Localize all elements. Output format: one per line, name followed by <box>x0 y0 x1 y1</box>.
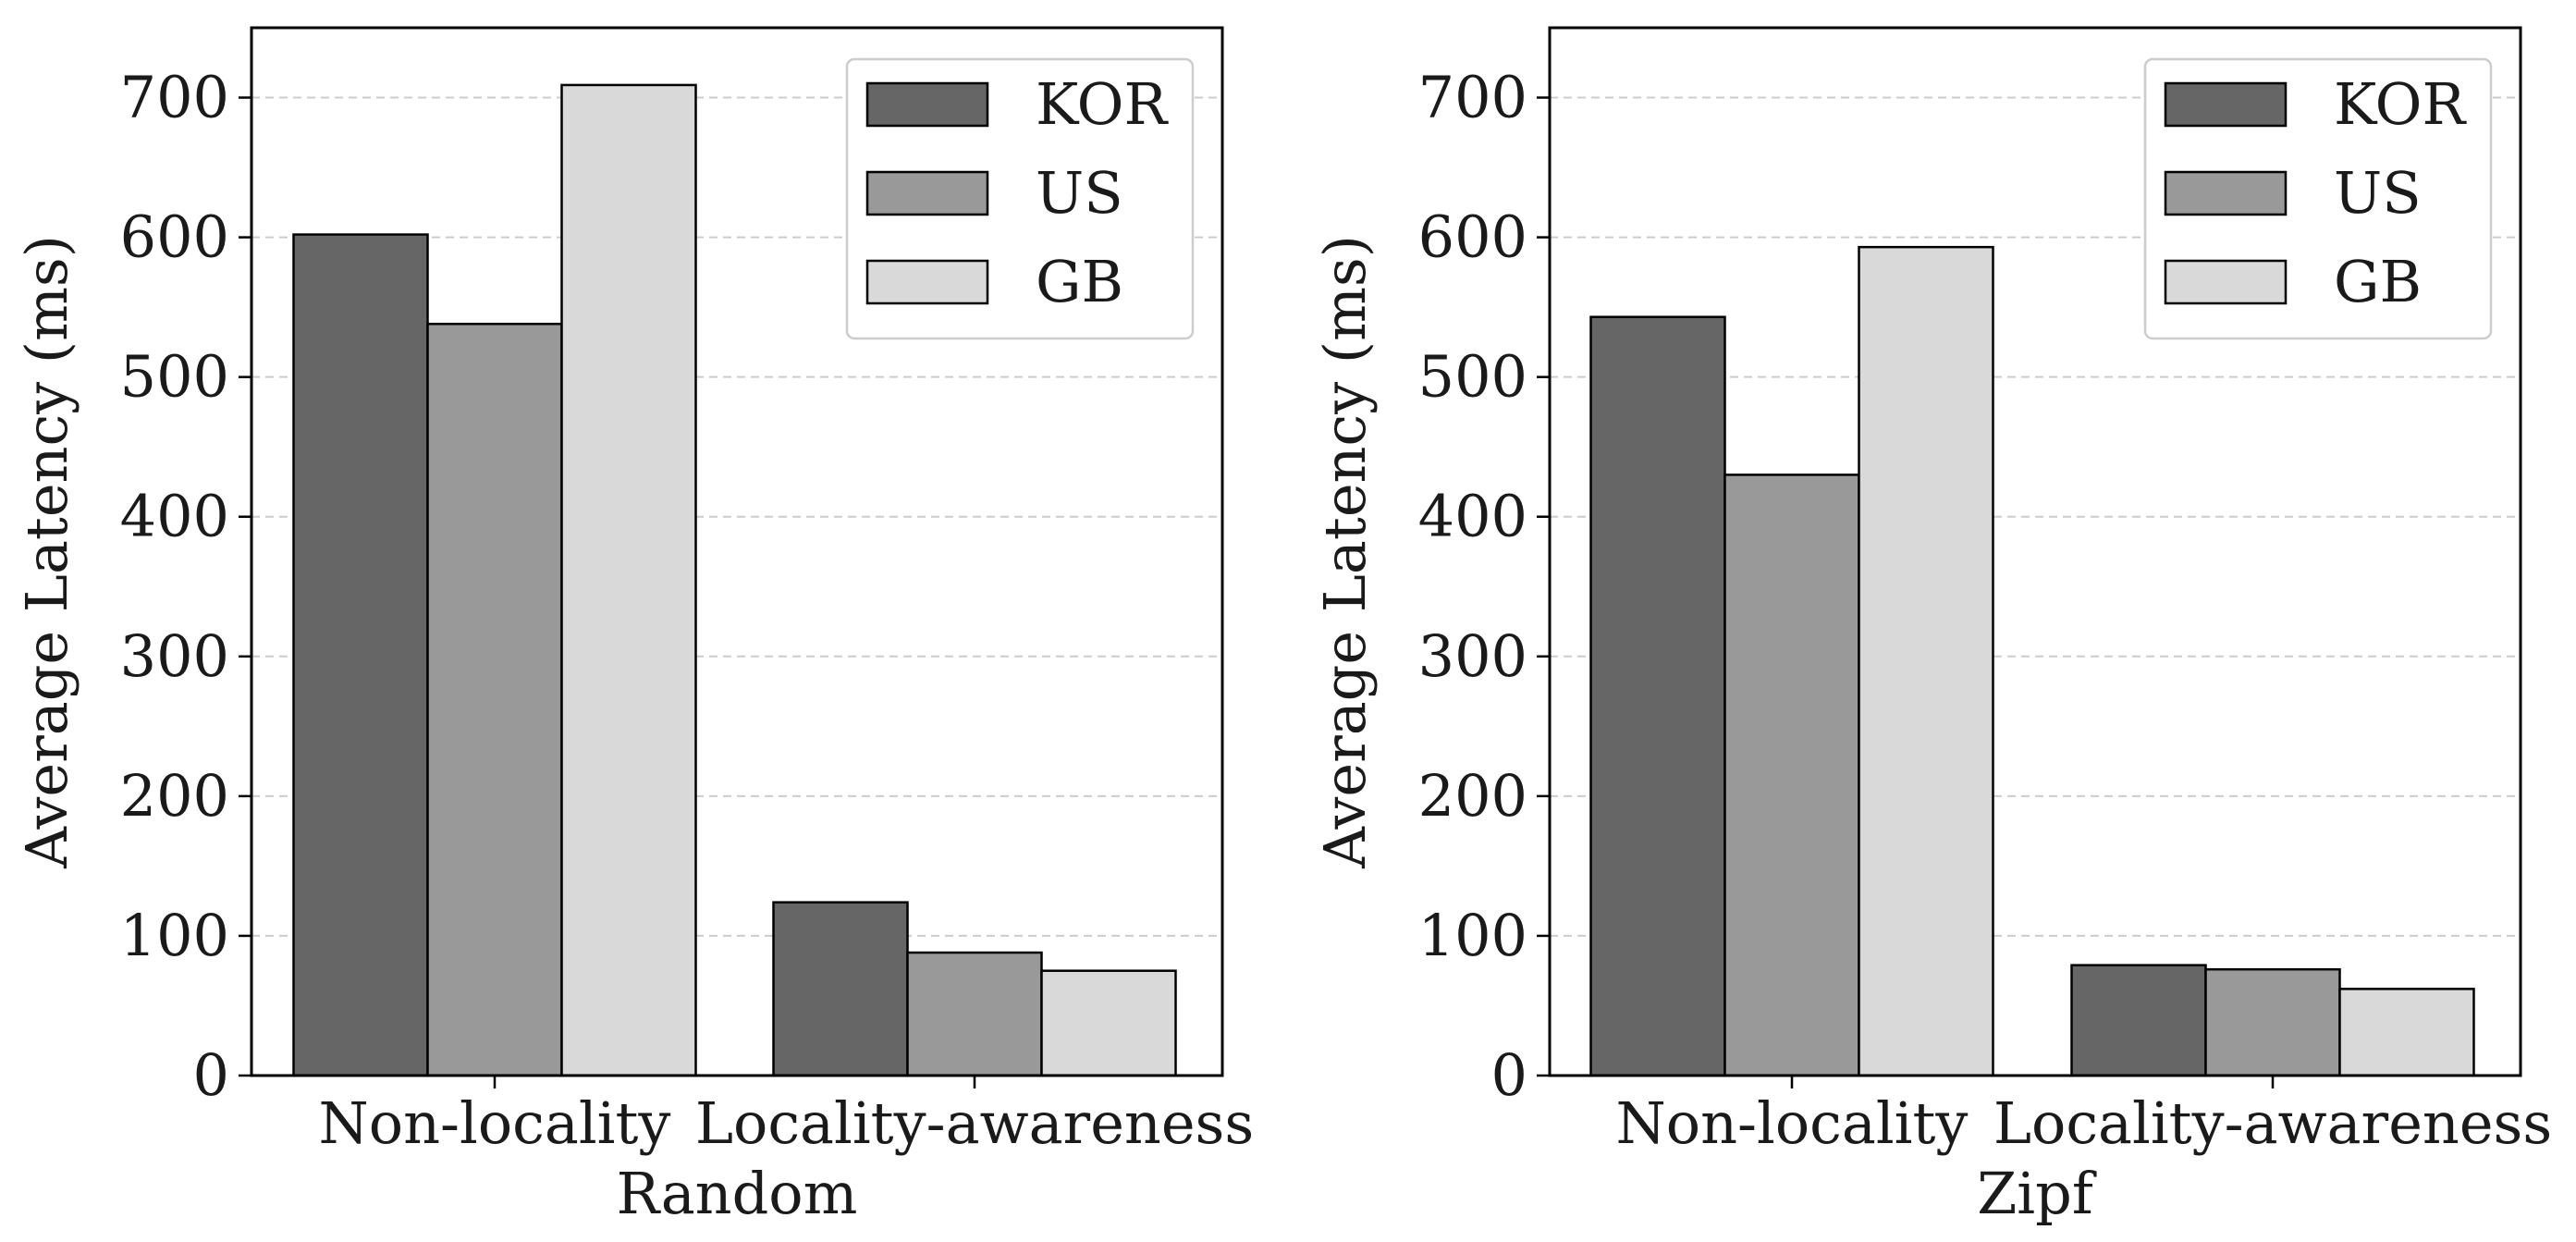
chart-panel-1: 0 100 200 300 400 500 600 700 Non-locality Locali… <box>13 26 1254 1227</box>
plot-frame <box>1548 26 2522 1077</box>
legend-label-us: US <box>2334 159 2422 227</box>
bar-us <box>1723 473 1860 1077</box>
y-tick-label: 300 <box>120 622 229 690</box>
legend-label-us: US <box>1036 159 1123 227</box>
y-tick-label: 400 <box>1418 483 1527 550</box>
legend-label-gb: GB <box>1036 248 1123 315</box>
x-axis-label: Zipf <box>1977 1160 2097 1227</box>
y-axis-label: Average Latency (ms) <box>13 235 80 869</box>
y-tick-label: 0 <box>1491 1041 1527 1109</box>
y-tick-label: 300 <box>1418 622 1527 690</box>
bar-us <box>2204 967 2341 1077</box>
legend-label-kor: KOR <box>2334 70 2467 138</box>
y-tick-label: 200 <box>1418 762 1527 830</box>
legend-swatch-kor <box>2164 81 2288 128</box>
y-tick-label: 600 <box>120 203 229 271</box>
y-tick-label: 700 <box>120 64 229 131</box>
chart-panel-2: 0 100 200 300 400 500 600 700 Non-locality Locali… <box>1311 26 2552 1227</box>
legend-label-gb: GB <box>2334 248 2422 315</box>
legend-swatch-gb <box>2164 259 2288 305</box>
y-tick-label: 600 <box>1418 203 1527 271</box>
x-tick-label: Non-locality <box>319 1089 671 1157</box>
y-tick-label: 100 <box>1418 902 1527 969</box>
bar-gb <box>1858 245 1994 1077</box>
x-tick-label: Locality-awareness <box>1993 1089 2552 1157</box>
bar-kor <box>1589 315 1726 1077</box>
legend-swatch-us <box>2164 170 2288 216</box>
bar-kor <box>2070 964 2207 1077</box>
y-tick-label: 500 <box>1418 343 1527 411</box>
legend-swatch-us <box>865 170 989 216</box>
y-tick-label: 500 <box>120 343 229 411</box>
bar-kor <box>292 233 429 1077</box>
x-axis-label: Random <box>617 1160 858 1227</box>
y-tick-label: 100 <box>120 902 229 969</box>
legend-swatch-gb <box>865 259 989 305</box>
bar-gb <box>2338 988 2475 1077</box>
bar-us <box>906 951 1043 1077</box>
bar-kor <box>772 901 909 1077</box>
bar-gb <box>560 83 697 1077</box>
x-tick-label: Locality-awareness <box>695 1089 1254 1157</box>
y-tick-label: 400 <box>120 483 229 550</box>
y-tick-label: 200 <box>120 762 229 830</box>
bar-gb <box>1040 969 1177 1077</box>
y-axis-label: Average Latency (ms) <box>1311 235 1379 869</box>
y-tick-label: 0 <box>193 1041 229 1109</box>
y-tick-label: 700 <box>1418 64 1527 131</box>
x-tick-label: Non-locality <box>1616 1089 1969 1157</box>
legend-swatch-kor <box>865 81 989 128</box>
plot-frame <box>250 26 1224 1077</box>
legend-label-kor: KOR <box>1036 70 1169 138</box>
bar-us <box>426 323 563 1077</box>
